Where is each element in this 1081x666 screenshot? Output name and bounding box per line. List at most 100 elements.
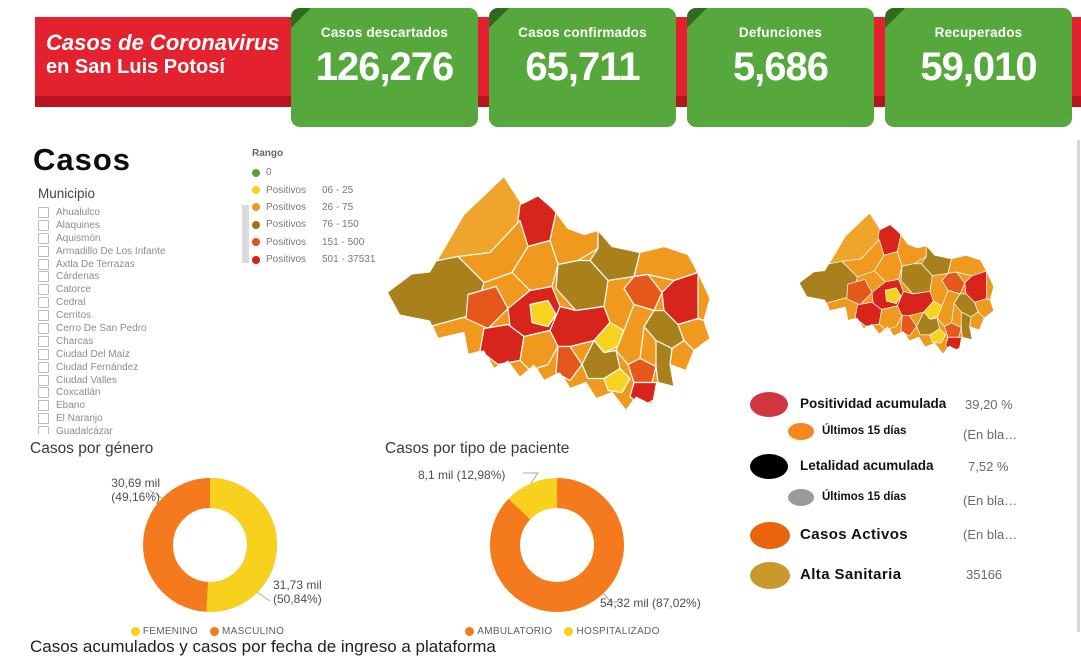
municipio-checkbox-item[interactable]: Ciudad Fernández	[38, 361, 238, 374]
municipio-checkbox-item[interactable]: Cedral	[38, 296, 238, 309]
chart-title: Casos por tipo de paciente	[385, 440, 570, 457]
map-municipios-principal[interactable]	[372, 150, 712, 435]
municipio-checkbox-item[interactable]: Charcas	[38, 335, 238, 348]
municipio-checkbox-item[interactable]: Cerritos	[38, 309, 238, 322]
indicator-ellipse-icon	[750, 562, 790, 589]
municipio-scrollbar[interactable]	[242, 205, 249, 263]
municipio-checkbox-item[interactable]: Armadillo De Los Infante	[38, 245, 238, 258]
municipio-checkbox-item[interactable]: Ciudad Valles	[38, 374, 238, 387]
checkbox-icon[interactable]	[38, 219, 49, 231]
municipio-checkbox-item[interactable]: El Naranjo	[38, 412, 238, 425]
municipio-checkbox-item[interactable]: Alaquines	[38, 219, 238, 232]
checkbox-icon[interactable]	[38, 348, 49, 360]
kpi-value: 5,686	[732, 45, 829, 89]
legend-item: AMBULATORIO	[465, 626, 552, 637]
callout-masculino: 30,69 mil (49,16%)	[111, 476, 160, 505]
rango-legend-item: Positivos 501 - 37531	[252, 251, 375, 268]
municipio-filter-label: Municipio	[38, 186, 96, 201]
kpi-cards: Casos descartados 126,276 Casos confirma…	[291, 8, 1072, 127]
rango-legend-item: Positivos 76 - 150	[252, 216, 375, 233]
page-scrollbar[interactable]	[1077, 140, 1080, 632]
chart-casos-por-genero: Casos por género 30,69 mil (49,16%) 31,7…	[30, 440, 385, 648]
checkbox-icon[interactable]	[38, 297, 49, 309]
kpi-value: 65,711	[525, 45, 640, 89]
indicator-row: Positividad acumulada 39,20 %	[748, 392, 1058, 422]
kpi-label: Recuperados	[934, 25, 1023, 40]
rango-color-dot-icon	[252, 220, 260, 229]
indicator-row: Últimos 15 días (En bla…	[748, 488, 1058, 518]
checkbox-icon[interactable]	[38, 258, 49, 270]
legend-dot-icon	[130, 627, 140, 636]
municipio-list: Ahualulco Alaquines Aquismón Armadillo D…	[38, 206, 238, 434]
rango-legend: Rango 0 Positivos 06 - 25 Positivos 26 - 7…	[252, 148, 375, 268]
checkbox-icon[interactable]	[38, 271, 49, 283]
rango-color-dot-icon	[252, 255, 260, 264]
donut-genero[interactable]	[50, 452, 370, 638]
legend-item: HOSPITALIZADO	[564, 626, 659, 637]
indicator-row: Casos Activos (En bla…	[748, 522, 1058, 552]
legend-dot-icon	[465, 627, 475, 636]
municipio-checkbox-item[interactable]: Catorce	[38, 283, 238, 296]
chart-legend-genero: FEMENINO MASCULINO	[30, 626, 385, 637]
municipio-filter: Municipio Ahualulco Alaquines Aquismón A…	[38, 186, 238, 434]
checkbox-icon[interactable]	[38, 361, 49, 373]
rango-legend-item: Positivos 06 - 25	[252, 181, 375, 198]
municipio-checkbox-item[interactable]: Ciudad Del Maíz	[38, 348, 238, 361]
callout-line	[256, 591, 271, 602]
kpi-label: Defunciones	[738, 25, 823, 40]
legend-dot-icon	[564, 627, 574, 636]
checkbox-icon[interactable]	[38, 426, 49, 434]
checkbox-icon[interactable]	[38, 284, 49, 296]
kpi-card-descartados: Casos descartados 126,276	[291, 8, 478, 127]
checkbox-icon[interactable]	[38, 413, 49, 425]
rango-legend-title: Rango	[252, 148, 284, 159]
checkbox-icon[interactable]	[38, 245, 49, 257]
indicadores-legend: Positividad acumulada 39,20 % Últimos 15…	[748, 392, 1058, 602]
checkbox-icon[interactable]	[38, 400, 49, 412]
checkbox-icon[interactable]	[38, 374, 49, 386]
checkbox-icon[interactable]	[38, 335, 49, 347]
chart-casos-por-tipo-paciente: Casos por tipo de paciente 8,1 mil (12,9…	[385, 440, 740, 648]
chart-legend-paciente: AMBULATORIO HOSPITALIZADO	[385, 626, 740, 637]
checkbox-icon[interactable]	[38, 232, 49, 244]
checkbox-icon[interactable]	[38, 387, 49, 399]
checkbox-icon[interactable]	[38, 206, 49, 218]
checkbox-icon[interactable]	[38, 310, 49, 322]
dashboard-title-line2: en San Luis Potosí	[46, 55, 225, 78]
municipio-checkbox-item[interactable]: Guadalcázar	[38, 425, 238, 434]
municipio-checkbox-item[interactable]: Axtla De Terrazas	[38, 258, 238, 271]
checkbox-icon[interactable]	[38, 322, 49, 334]
map-municipios-miniatura[interactable]	[790, 197, 995, 369]
kpi-card-defunciones: Defunciones 5,686	[687, 8, 874, 127]
rango-legend-item: Positivos 26 - 75	[252, 199, 375, 216]
municipio-checkbox-item[interactable]: Cárdenas	[38, 270, 238, 283]
rango-legend-item: 0	[252, 164, 375, 181]
kpi-label: Casos confirmados	[518, 25, 647, 40]
legend-item: MASCULINO	[210, 626, 284, 637]
callout-ambulatorio: 54,32 mil (87,02%)	[600, 596, 701, 610]
chart-title: Casos por género	[30, 440, 154, 457]
callout-line	[602, 592, 621, 603]
municipio-checkbox-item[interactable]: Ebano	[38, 399, 238, 412]
kpi-card-recuperados: Recuperados 59,010	[885, 8, 1072, 127]
municipio-checkbox-item[interactable]: Coxcatlán	[38, 386, 238, 399]
indicator-ellipse-icon	[750, 454, 788, 479]
indicator-ellipse-icon	[750, 522, 790, 549]
indicator-ellipse-icon	[750, 392, 788, 417]
callout-hospitalizado: 8,1 mil (12,98%)	[418, 468, 506, 482]
indicator-ellipse-icon	[788, 423, 814, 440]
callout-line	[148, 489, 163, 499]
rango-color-dot-icon	[252, 168, 260, 177]
indicator-row: Últimos 15 días (En bla…	[748, 422, 1058, 452]
municipio-checkbox-item[interactable]: Cerro De San Pedro	[38, 322, 238, 335]
callout-line	[523, 472, 539, 484]
rango-legend-item: Positivos 151 - 500	[252, 234, 375, 251]
municipio-checkbox-item[interactable]: Aquismón	[38, 232, 238, 245]
indicator-ellipse-icon	[788, 489, 814, 506]
section-title-casos: Casos	[33, 142, 132, 177]
municipio-checkbox-item[interactable]: Ahualulco	[38, 206, 238, 219]
indicator-row: Letalidad acumulada 7,52 %	[748, 454, 1058, 484]
donut-paciente[interactable]	[397, 452, 717, 638]
legend-item: FEMENINO	[130, 626, 198, 637]
